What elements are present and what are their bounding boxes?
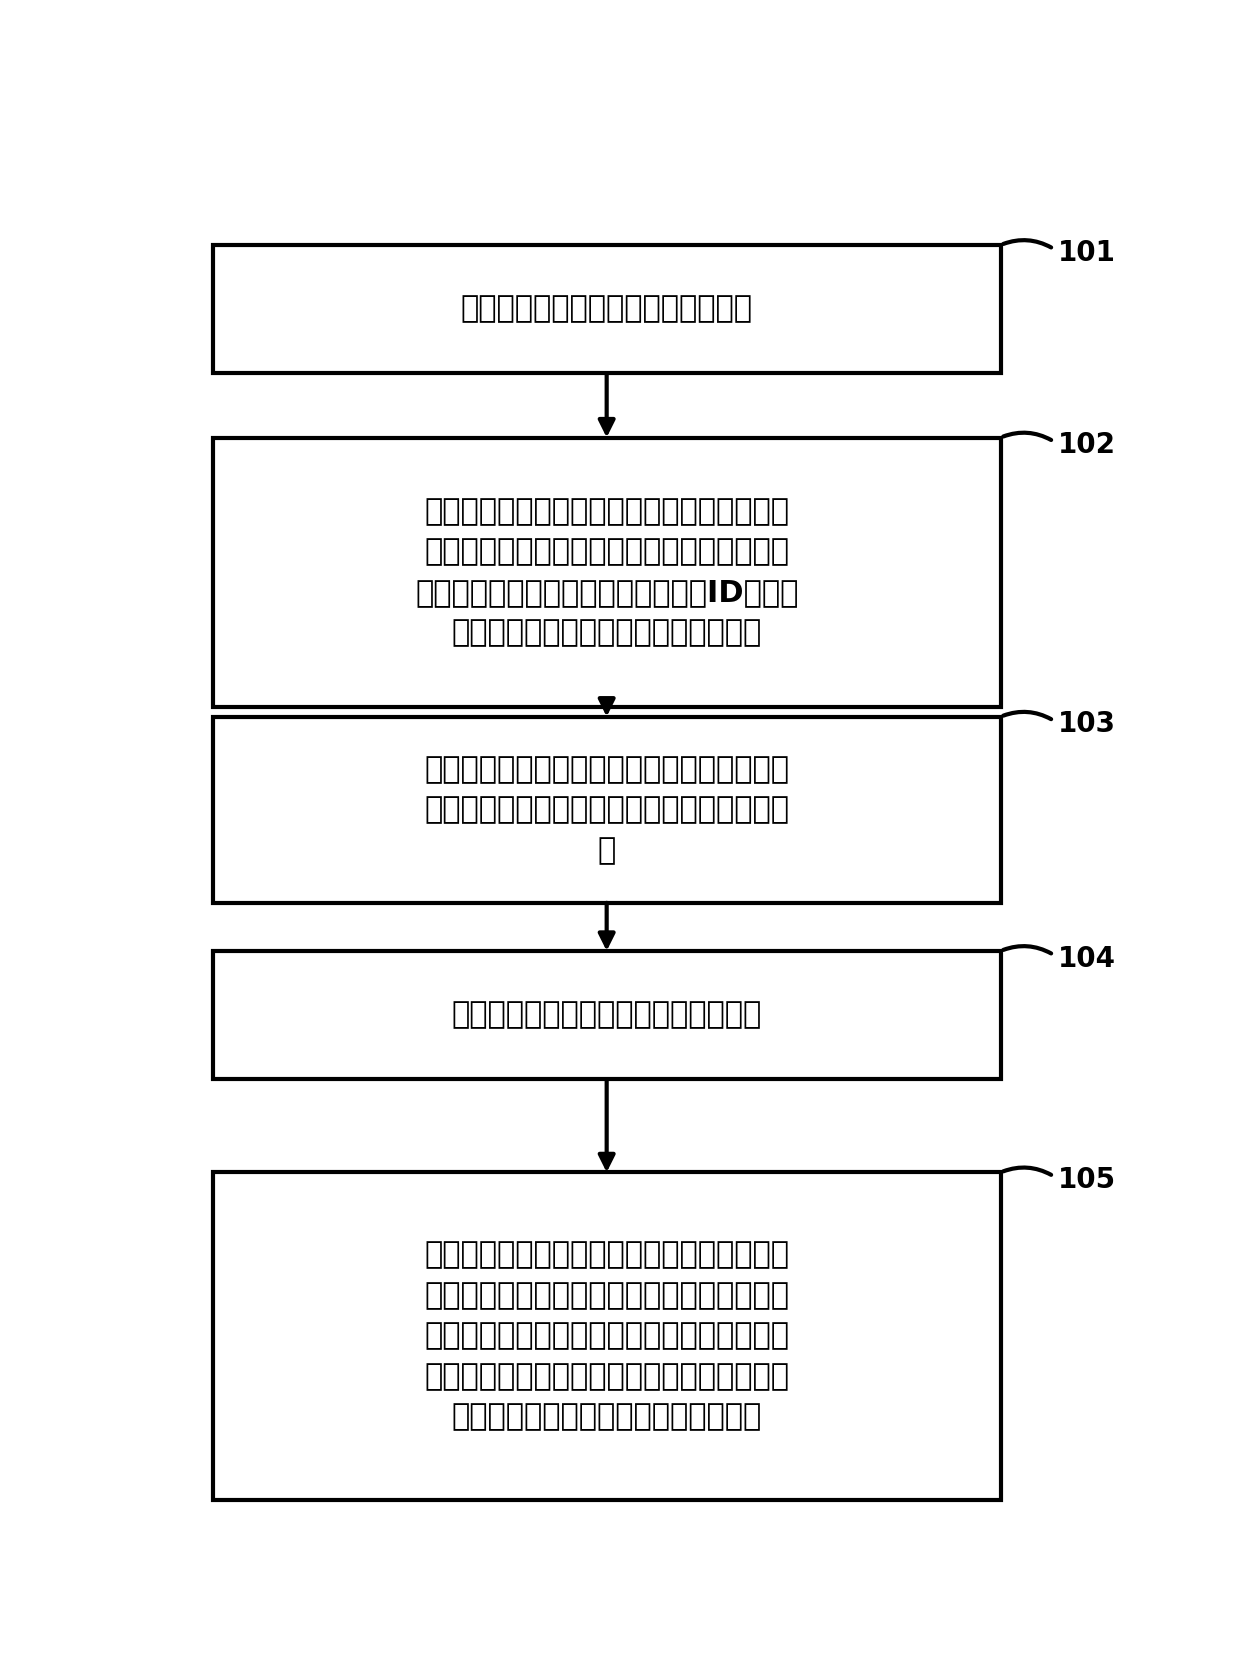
Bar bbox=[213, 1172, 1001, 1500]
Text: 104: 104 bbox=[1058, 945, 1116, 972]
Text: 102: 102 bbox=[1058, 432, 1116, 458]
Bar bbox=[213, 437, 1001, 707]
Text: 如果终端设备接收到离线验票指令，则通过终
端设备显示保存至终端设备的电子单程票的识
别信息，并通过验票设备对保存至终端设备的
电子单程票的识别信息进行离线校验，: 如果终端设备接收到离线验票指令，则通过终 端设备显示保存至终端设备的电子单程票的… bbox=[424, 1240, 789, 1432]
Bar bbox=[213, 717, 1001, 904]
Text: 将电子单程票的识别信息保存至终端设备，并
将电子单程票的识别信息上传至服务器进行存
储: 将电子单程票的识别信息保存至终端设备，并 将电子单程票的识别信息上传至服务器进行… bbox=[424, 755, 789, 865]
Text: 判断终端设备是否接收到离线验票指令: 判断终端设备是否接收到离线验票指令 bbox=[451, 1000, 761, 1030]
Text: 通过终端设备联网以购买电子单程票: 通过终端设备联网以购买电子单程票 bbox=[461, 295, 753, 323]
Bar bbox=[213, 950, 1001, 1079]
Text: 105: 105 bbox=[1058, 1165, 1116, 1194]
Text: 103: 103 bbox=[1058, 710, 1116, 738]
Text: 通过终端设备接收电子单程票的首次激活指令
，并根据首次激活指令对电子单程票进行激活
时将电子单程票的票号与终端设备的ID信息进
行关联，以生成电子单程票的识别信: 通过终端设备接收电子单程票的首次激活指令 ，并根据首次激活指令对电子单程票进行激… bbox=[415, 497, 799, 647]
Bar bbox=[213, 245, 1001, 373]
Text: 101: 101 bbox=[1058, 238, 1116, 267]
